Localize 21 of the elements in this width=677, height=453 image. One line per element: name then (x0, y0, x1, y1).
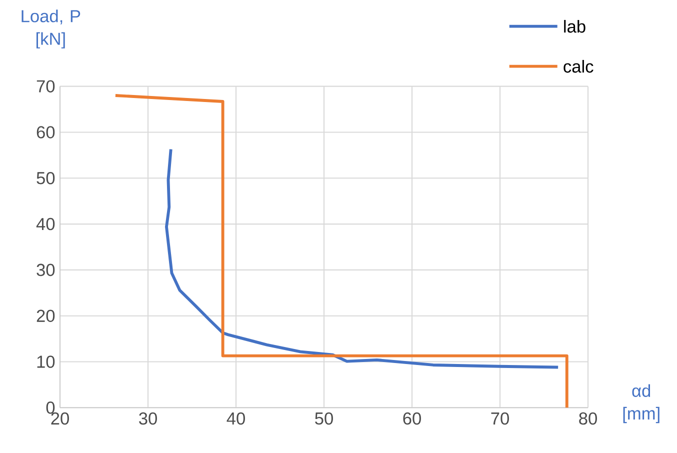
x-tick-label: 60 (403, 412, 421, 425)
y-tick-label: 50 (36, 172, 55, 184)
x-tick-label: 20 (51, 412, 69, 425)
x-tick-label: 80 (579, 412, 597, 425)
y-tick-label: 60 (36, 126, 55, 138)
y-tick-label: 10 (37, 356, 55, 368)
y-tick-label: 40 (36, 218, 55, 230)
x-tick-label: 40 (226, 412, 245, 425)
x-tick-label: 30 (139, 412, 157, 425)
legend-label: lab (564, 20, 586, 33)
y-tick-label: 20 (36, 310, 55, 322)
x-tick-label: 50 (315, 412, 333, 425)
x-axis-title: αd [mm] (623, 384, 660, 424)
y-tick-label: 30 (36, 264, 55, 276)
x-tick-label: 70 (491, 412, 509, 425)
y-tick-label: 70 (36, 80, 55, 92)
legend-label: calc (564, 60, 594, 73)
y-axis-title: Load, P [kN] (22, 10, 80, 48)
y-tick-label: 0 (46, 402, 55, 414)
line-series (165, 148, 560, 369)
line-series (114, 94, 568, 410)
